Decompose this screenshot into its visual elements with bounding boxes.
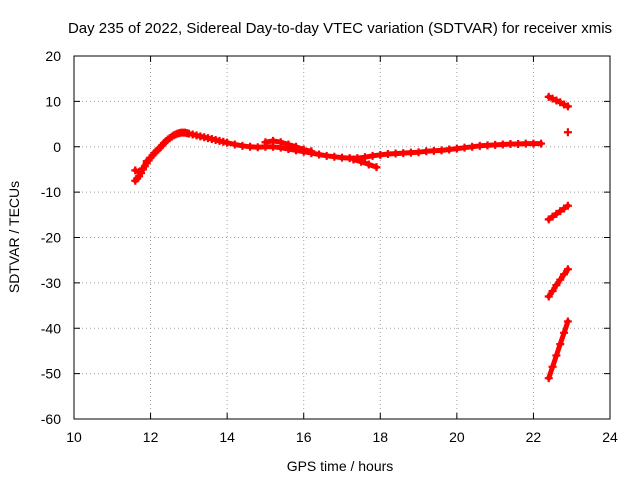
- data-point: [284, 140, 293, 149]
- data-point: [338, 153, 346, 162]
- data-point: [253, 143, 262, 152]
- x-tick-label: 20: [449, 429, 465, 445]
- data-point: [372, 163, 381, 172]
- data-point: [506, 140, 515, 149]
- data-point: [514, 140, 523, 149]
- data-point: [544, 374, 553, 383]
- y-tick-label: 10: [45, 93, 61, 109]
- x-axis-label: GPS time / hours: [287, 458, 394, 474]
- data-point: [261, 138, 270, 147]
- data-point: [142, 157, 151, 166]
- data-point: [399, 149, 408, 158]
- data-point: [529, 139, 538, 148]
- data-series: [544, 201, 572, 224]
- chart-title: Day 235 of 2022, Sidereal Day-to-day VTE…: [68, 20, 612, 37]
- data-point: [292, 142, 301, 151]
- data-point: [537, 139, 546, 148]
- data-point: [368, 151, 377, 160]
- data-point: [269, 136, 278, 145]
- y-axis-label: SDTVAR / TECUs: [6, 181, 22, 293]
- data-point: [391, 149, 400, 158]
- data-series: [544, 92, 572, 111]
- data-point: [491, 140, 500, 149]
- data-point: [138, 164, 147, 173]
- data-point: [315, 150, 324, 159]
- data-point: [364, 160, 373, 169]
- data-point: [563, 201, 572, 210]
- data-point: [299, 145, 308, 154]
- data-point: [560, 270, 569, 279]
- data-point: [556, 275, 565, 284]
- data-point: [548, 362, 557, 371]
- data-series: [261, 136, 316, 156]
- x-tick-label: 24: [602, 429, 618, 445]
- x-tick-label: 22: [526, 429, 542, 445]
- data-point: [563, 317, 572, 326]
- y-tick-label: 0: [53, 139, 61, 155]
- series-trace: [351, 157, 379, 170]
- grid-lines: [74, 56, 610, 419]
- data-point: [544, 292, 553, 301]
- data-series: [544, 317, 572, 383]
- data-point: [307, 147, 316, 156]
- data-point: [468, 142, 477, 151]
- x-tick-label: 18: [372, 429, 388, 445]
- data-point: [330, 152, 339, 161]
- x-tick-label: 14: [219, 429, 235, 445]
- y-tick-label: -20: [41, 230, 61, 246]
- y-tick-label: -30: [41, 275, 61, 291]
- data-point: [483, 141, 492, 150]
- y-tick-label: -60: [41, 411, 61, 427]
- data-point: [422, 147, 431, 156]
- data-point: [414, 148, 423, 157]
- data-point: [376, 150, 385, 159]
- y-tick-label: -50: [41, 366, 61, 382]
- data-point: [246, 142, 255, 151]
- x-tick-labels: 10 12 14 16 18 20 22 24: [66, 429, 618, 445]
- data-point: [498, 140, 507, 149]
- y-tick-labels: -60 -50 -40 -30 -20 -10 0 10 20: [41, 48, 61, 427]
- data-point: [563, 102, 572, 111]
- data-point: [556, 340, 565, 349]
- data-point: [521, 139, 530, 148]
- data-point: [357, 157, 366, 166]
- y-tick-label: 20: [45, 48, 61, 64]
- data-point: [230, 140, 239, 149]
- y-tick-label: -40: [41, 320, 61, 336]
- data-point: [437, 146, 446, 155]
- data-series: [131, 128, 546, 185]
- data-series: [544, 265, 572, 301]
- data-point: [548, 287, 557, 296]
- data-point: [563, 265, 572, 274]
- data-point: [475, 141, 484, 150]
- data-series: [131, 157, 151, 177]
- data-point: [560, 328, 569, 337]
- data-point: [223, 138, 232, 147]
- data-point: [563, 128, 572, 137]
- data-point: [429, 146, 438, 155]
- y-tick-label: -10: [41, 184, 61, 200]
- data-point: [349, 155, 358, 164]
- data-point: [322, 151, 331, 160]
- data-point: [360, 153, 369, 162]
- x-tick-label: 12: [143, 429, 159, 445]
- data-point: [238, 141, 247, 150]
- x-tick-label: 10: [66, 429, 82, 445]
- data-series: [349, 155, 381, 172]
- data-point: [383, 150, 392, 159]
- axis-ticks: [73, 55, 611, 420]
- data-point: [452, 144, 461, 153]
- data-point: [552, 351, 561, 360]
- data-point: [276, 138, 285, 147]
- data-points: [131, 92, 572, 383]
- x-tick-label: 16: [296, 429, 312, 445]
- data-series: [563, 128, 572, 137]
- data-point: [552, 281, 561, 290]
- data-point: [460, 143, 469, 152]
- data-point: [445, 145, 454, 154]
- data-point: [406, 148, 415, 157]
